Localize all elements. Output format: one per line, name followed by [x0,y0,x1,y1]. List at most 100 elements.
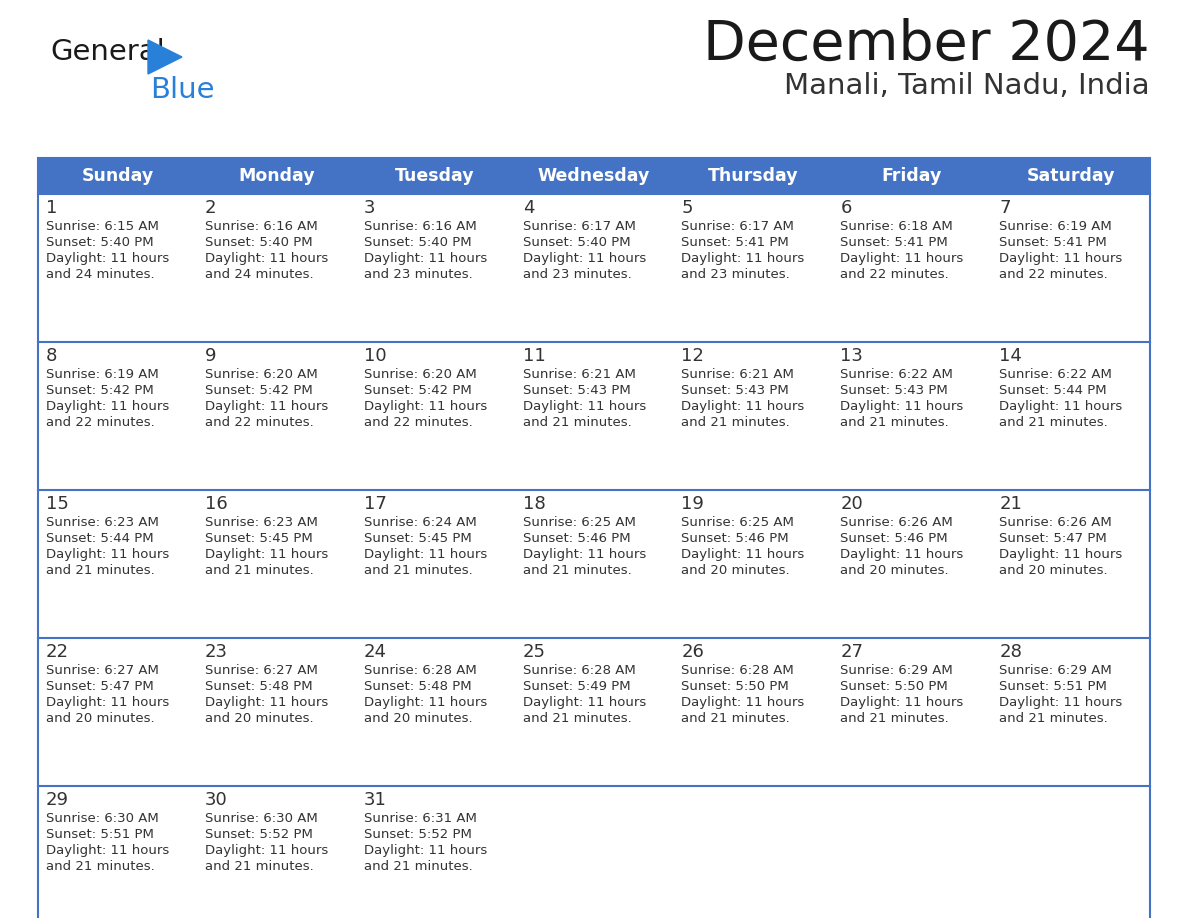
Text: Sunrise: 6:25 AM: Sunrise: 6:25 AM [523,516,636,529]
Text: Sunrise: 6:22 AM: Sunrise: 6:22 AM [999,368,1112,381]
Bar [355,638,514,786]
Text: Sunrise: 6:21 AM: Sunrise: 6:21 AM [523,368,636,381]
Bar [38,490,197,638]
Polygon shape [148,40,182,74]
Text: and 20 minutes.: and 20 minutes. [682,564,790,577]
Bar [38,786,197,918]
Text: Daylight: 11 hours: Daylight: 11 hours [46,548,169,561]
Bar [514,490,674,638]
Text: Daylight: 11 hours: Daylight: 11 hours [204,696,328,709]
Text: and 24 minutes.: and 24 minutes. [46,268,154,281]
Text: Sunset: 5:47 PM: Sunset: 5:47 PM [999,532,1107,545]
Text: Sunset: 5:51 PM: Sunset: 5:51 PM [999,680,1107,693]
Text: 21: 21 [999,495,1022,513]
Text: 2: 2 [204,199,216,217]
Text: Sunset: 5:48 PM: Sunset: 5:48 PM [364,680,472,693]
Text: 28: 28 [999,643,1022,661]
Bar [38,638,197,786]
Text: 23: 23 [204,643,228,661]
Text: Sunrise: 6:21 AM: Sunrise: 6:21 AM [682,368,795,381]
Bar [514,342,674,490]
Text: Sunset: 5:40 PM: Sunset: 5:40 PM [364,236,472,249]
Text: Daylight: 11 hours: Daylight: 11 hours [523,400,646,413]
Text: 24: 24 [364,643,387,661]
Bar [991,786,1150,918]
Bar [674,638,833,786]
Text: Sunset: 5:41 PM: Sunset: 5:41 PM [999,236,1107,249]
Text: Sunrise: 6:26 AM: Sunrise: 6:26 AM [999,516,1112,529]
Text: Sunrise: 6:20 AM: Sunrise: 6:20 AM [364,368,476,381]
Text: Sunrise: 6:19 AM: Sunrise: 6:19 AM [46,368,159,381]
Text: and 20 minutes.: and 20 minutes. [46,712,154,725]
Text: Sunset: 5:46 PM: Sunset: 5:46 PM [840,532,948,545]
Text: and 21 minutes.: and 21 minutes. [46,860,154,873]
Text: and 21 minutes.: and 21 minutes. [523,712,631,725]
Text: Sunset: 5:43 PM: Sunset: 5:43 PM [682,384,789,397]
Text: Sunset: 5:42 PM: Sunset: 5:42 PM [204,384,312,397]
Text: Sunrise: 6:20 AM: Sunrise: 6:20 AM [204,368,317,381]
Text: 12: 12 [682,347,704,365]
Text: 13: 13 [840,347,864,365]
Text: and 20 minutes.: and 20 minutes. [999,564,1107,577]
Text: Daylight: 11 hours: Daylight: 11 hours [364,844,487,857]
Text: Daylight: 11 hours: Daylight: 11 hours [46,696,169,709]
Bar [514,638,674,786]
Bar [38,194,197,342]
Text: Manali, Tamil Nadu, India: Manali, Tamil Nadu, India [784,72,1150,100]
Bar [38,342,197,490]
Text: Daylight: 11 hours: Daylight: 11 hours [999,548,1123,561]
Text: Sunrise: 6:29 AM: Sunrise: 6:29 AM [999,664,1112,677]
Text: and 21 minutes.: and 21 minutes. [204,860,314,873]
Text: Daylight: 11 hours: Daylight: 11 hours [682,548,804,561]
Text: and 22 minutes.: and 22 minutes. [204,416,314,429]
Bar [833,194,991,342]
Text: Sunrise: 6:28 AM: Sunrise: 6:28 AM [523,664,636,677]
Text: Sunrise: 6:30 AM: Sunrise: 6:30 AM [204,812,317,825]
Text: Thursday: Thursday [708,167,798,185]
Text: 16: 16 [204,495,228,513]
Text: and 20 minutes.: and 20 minutes. [204,712,314,725]
Text: and 21 minutes.: and 21 minutes. [999,416,1108,429]
Text: and 22 minutes.: and 22 minutes. [364,416,473,429]
Text: 8: 8 [46,347,57,365]
Text: Daylight: 11 hours: Daylight: 11 hours [364,548,487,561]
Text: Daylight: 11 hours: Daylight: 11 hours [523,696,646,709]
Bar [833,490,991,638]
Text: 22: 22 [46,643,69,661]
Text: 9: 9 [204,347,216,365]
Text: 15: 15 [46,495,69,513]
Text: 3: 3 [364,199,375,217]
Text: Sunset: 5:43 PM: Sunset: 5:43 PM [523,384,631,397]
Bar [38,158,1150,918]
Text: Sunrise: 6:30 AM: Sunrise: 6:30 AM [46,812,159,825]
Text: Sunday: Sunday [81,167,153,185]
Text: Sunset: 5:46 PM: Sunset: 5:46 PM [523,532,630,545]
Bar [197,786,355,918]
Text: Daylight: 11 hours: Daylight: 11 hours [840,696,963,709]
Text: 18: 18 [523,495,545,513]
Bar [514,786,674,918]
Text: Daylight: 11 hours: Daylight: 11 hours [46,252,169,265]
Text: Daylight: 11 hours: Daylight: 11 hours [204,548,328,561]
Bar [355,342,514,490]
Text: 7: 7 [999,199,1011,217]
Text: Sunset: 5:42 PM: Sunset: 5:42 PM [364,384,472,397]
Text: and 24 minutes.: and 24 minutes. [204,268,314,281]
Text: Blue: Blue [150,76,215,104]
Text: Sunrise: 6:23 AM: Sunrise: 6:23 AM [204,516,317,529]
Text: Sunset: 5:40 PM: Sunset: 5:40 PM [523,236,630,249]
Bar [514,194,674,342]
Text: Saturday: Saturday [1026,167,1114,185]
Text: Sunset: 5:43 PM: Sunset: 5:43 PM [840,384,948,397]
Text: and 21 minutes.: and 21 minutes. [682,416,790,429]
Text: 17: 17 [364,495,386,513]
Bar [991,194,1150,342]
Text: Daylight: 11 hours: Daylight: 11 hours [364,400,487,413]
Text: and 22 minutes.: and 22 minutes. [999,268,1108,281]
Text: Sunrise: 6:24 AM: Sunrise: 6:24 AM [364,516,476,529]
Text: and 22 minutes.: and 22 minutes. [46,416,154,429]
Text: Daylight: 11 hours: Daylight: 11 hours [364,252,487,265]
Text: 29: 29 [46,791,69,809]
Text: Daylight: 11 hours: Daylight: 11 hours [840,400,963,413]
Bar [991,638,1150,786]
